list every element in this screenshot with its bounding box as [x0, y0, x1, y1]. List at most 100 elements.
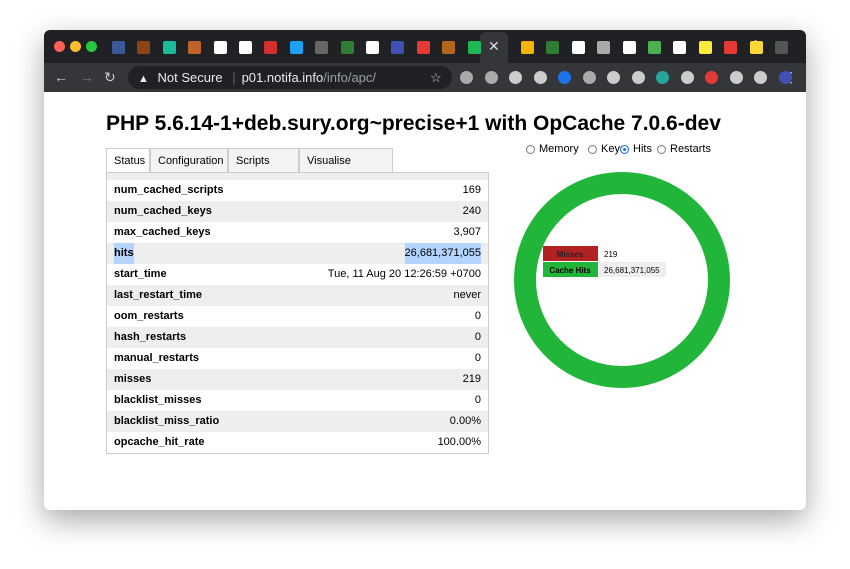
extension-icon[interactable] [484, 71, 498, 84]
extension-icon[interactable] [705, 71, 718, 84]
row-value: 0 [474, 310, 481, 322]
page-tab[interactable]: Configuration [150, 148, 228, 172]
back-button[interactable]: ← [54, 69, 68, 85]
tab-favicon[interactable] [521, 41, 534, 54]
tab-favicon[interactable] [724, 41, 738, 54]
tab-favicon[interactable] [289, 41, 303, 54]
legend-value: 219 [604, 250, 618, 259]
tab-favicon[interactable] [775, 41, 788, 54]
row-value: 26,681,371,055 [404, 243, 481, 264]
extension-icon[interactable] [460, 71, 473, 84]
extension-icon[interactable] [656, 71, 669, 84]
extension-icon[interactable] [558, 71, 571, 84]
row-value: Tue, 11 Aug 20 12:26:59 +0700 [327, 268, 481, 280]
page-tab[interactable]: Visualise Partition [299, 148, 393, 191]
row-value: 0 [474, 352, 481, 364]
radio-option[interactable]: Hits [620, 143, 652, 155]
table-row: last_restart_time never [107, 285, 488, 306]
tab-close-icon[interactable]: ✕ [488, 38, 500, 54]
maximize-button[interactable] [86, 41, 97, 52]
tab-favicon[interactable] [188, 41, 202, 54]
row-key: start_time [114, 268, 167, 280]
forward-button[interactable]: → [80, 69, 94, 85]
radio-button[interactable] [620, 144, 629, 154]
extension-icon[interactable] [533, 71, 547, 84]
table-row: blacklist_misses 0 [107, 390, 488, 411]
table-row: num_cached_scripts 169 [107, 180, 488, 201]
tab-favicon[interactable] [213, 41, 227, 54]
table-row: blacklist_miss_ratio 0.00% [107, 411, 488, 432]
page-tab[interactable]: Status [106, 148, 150, 172]
tab-favicon[interactable] [648, 41, 661, 54]
row-key: manual_restarts [114, 352, 199, 364]
tab-favicon[interactable] [698, 41, 712, 54]
minimize-button[interactable] [70, 41, 81, 52]
active-tab[interactable] [480, 32, 508, 63]
row-key: opcache_hit_rate [114, 436, 205, 448]
tab-favicon[interactable] [162, 41, 176, 54]
tab-favicon[interactable] [366, 41, 379, 54]
tab-favicon[interactable] [340, 41, 354, 54]
extension-icon[interactable] [729, 71, 743, 84]
extension-icon[interactable] [582, 71, 596, 84]
table-row: hits 26,681,371,055 [107, 243, 488, 264]
tab-favicon[interactable] [239, 41, 252, 54]
radio-button[interactable] [588, 144, 597, 154]
radio-option[interactable]: Memory [526, 143, 579, 155]
url-path: /info/apc/ [323, 70, 377, 85]
tab-favicon[interactable] [597, 41, 611, 54]
page-tab[interactable]: Scripts (169) [228, 148, 299, 191]
row-value: 169 [462, 184, 481, 196]
table-row: start_time Tue, 11 Aug 20 12:26:59 +0700 [107, 264, 488, 285]
extension-icon[interactable] [680, 71, 694, 84]
table-row: manual_restarts 0 [107, 348, 488, 369]
tab-favicon[interactable] [571, 41, 585, 54]
extension-icon[interactable] [607, 71, 620, 84]
tab-favicon[interactable] [112, 41, 125, 54]
status-table: num_cached_scripts 169 num_cached_keys 240 m… [106, 172, 489, 454]
close-button[interactable] [54, 41, 65, 52]
address-bar[interactable]: ▲ Not Secure | p01.notifa.info/info/apc/ … [128, 66, 452, 89]
donut-chart: Misses 219 Cache Hits 26,681,371,055 [514, 172, 730, 388]
reload-button[interactable]: ↻ [104, 69, 116, 85]
tab-favicon[interactable] [673, 41, 687, 54]
row-key: misses [114, 373, 152, 385]
radio-label: Keys [601, 143, 626, 155]
legend-value: 26,681,371,055 [604, 266, 660, 275]
extension-icon[interactable] [509, 71, 522, 84]
table-row: hash_restarts 0 [107, 327, 488, 348]
radio-option[interactable]: Restarts [657, 143, 711, 155]
tab-favicon[interactable] [546, 41, 560, 54]
separator: | [232, 70, 236, 85]
row-key: num_cached_keys [114, 205, 212, 217]
page-title: PHP 5.6.14-1+deb.sury.org~precise+1 with… [106, 112, 721, 135]
tab-bar: ✕ + [44, 30, 806, 63]
tab-favicon[interactable] [391, 41, 405, 54]
tab-favicon[interactable] [749, 41, 763, 54]
extension-icon[interactable] [631, 71, 645, 84]
row-key: hits [114, 243, 134, 264]
radio-label: Restarts [670, 143, 711, 155]
radio-label: Memory [539, 143, 579, 155]
row-value: 100.00% [437, 436, 481, 448]
tab-favicon[interactable] [467, 41, 481, 54]
row-value: 0 [474, 331, 481, 343]
toolbar: ← → ↻ ▲ Not Secure | p01.notifa.info/info… [44, 63, 806, 92]
row-value: 0.00% [449, 415, 481, 427]
extension-icon[interactable] [754, 71, 767, 84]
radio-button[interactable] [526, 144, 535, 154]
tab-favicon[interactable] [315, 41, 329, 54]
extension-icon[interactable] [778, 71, 792, 84]
tab-favicon[interactable] [442, 41, 456, 54]
tab-favicon[interactable] [416, 41, 430, 54]
warning-icon: ▲ [138, 73, 149, 85]
tab-favicon[interactable] [137, 41, 151, 54]
bookmark-star[interactable]: ☆ [430, 70, 442, 85]
clipped-row [107, 173, 488, 180]
tab-favicon[interactable] [622, 41, 636, 54]
radio-option[interactable]: Keys [588, 143, 625, 155]
tab-favicon[interactable] [264, 41, 278, 54]
radio-button[interactable] [657, 144, 666, 154]
